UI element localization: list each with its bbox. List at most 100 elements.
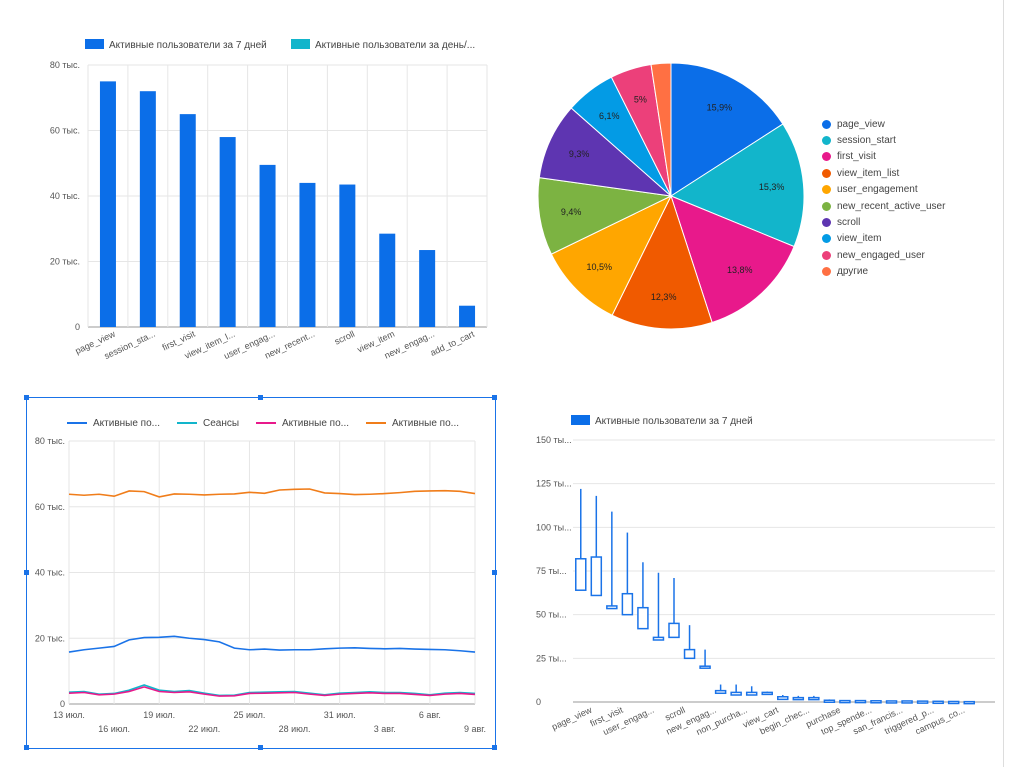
bar: [379, 233, 396, 327]
candlestick-chart-panel[interactable]: Активные пользователи за 7 дней 0 25 ты...…: [505, 400, 1005, 760]
x-tick-label: page_view: [550, 705, 594, 732]
candle-body: [683, 648, 696, 660]
x-tick-label: 6 авг.: [419, 710, 441, 720]
pie-slice: [538, 107, 673, 197]
y-tick-label: 0: [60, 699, 65, 709]
series-line: [68, 488, 476, 498]
line-chart-panel[interactable]: Активные по... Сеансы Активные по... Активн…: [24, 395, 497, 750]
pie-legend-label: new_engaged_user: [837, 249, 925, 261]
resize-handle-left[interactable]: [24, 570, 29, 575]
pie-legend: page_view session_start first_visit view_it…: [822, 116, 945, 280]
bar-chart-panel[interactable]: Активные пользователи за 7 дней Активные …: [0, 0, 500, 380]
candle-body: [777, 696, 789, 701]
bar: [179, 114, 196, 327]
x-tick-label: 19 июл.: [143, 710, 175, 720]
x-tick-label: 3 авг.: [374, 724, 396, 734]
legend-dot: [822, 168, 831, 178]
candle-body: [792, 696, 805, 701]
resize-handle-top-right[interactable]: [492, 395, 497, 400]
bar: [259, 164, 276, 327]
pie-legend-item: page_view: [822, 116, 945, 132]
legend-label: Активные по...: [392, 418, 459, 429]
slice-label: 15,3%: [759, 182, 785, 192]
series-line: [68, 686, 476, 697]
candle-body: [575, 558, 587, 591]
bar: [219, 137, 236, 327]
slice-label: 12,3%: [651, 292, 677, 302]
slice-label: 6,1%: [599, 111, 620, 121]
y-tick-label: 125 ты...: [536, 479, 572, 489]
candle-body: [606, 605, 618, 610]
y-tick-label: 150 ты...: [536, 435, 572, 445]
pie-legend-label: first_visit: [837, 151, 876, 163]
y-tick-label: 80 тыс.: [35, 436, 65, 446]
candle-body: [590, 556, 603, 597]
y-tick-label: 100 ты...: [536, 522, 572, 532]
y-tick-label: 60 тыс.: [35, 502, 65, 512]
bar: [419, 250, 436, 327]
candle-body: [808, 696, 820, 701]
candle-body: [699, 665, 711, 669]
pie-legend-label: page_view: [837, 118, 885, 130]
pie-chart-panel[interactable]: 15,9% 15,3% 13,8% 12,3% 10,5% 9,4% 9,3% 6,1% 5% …: [510, 40, 1010, 370]
candle-body: [621, 592, 634, 616]
y-tick-label: 60 тыс.: [50, 126, 80, 136]
legend-dot: [822, 119, 831, 129]
pie-legend-label: другие: [837, 266, 869, 278]
resize-handle-bottom[interactable]: [258, 745, 263, 750]
y-tick-label: 80 тыс.: [50, 60, 80, 70]
y-tick-label: 25 ты...: [536, 653, 567, 663]
slice-label: 13,8%: [727, 265, 753, 275]
y-tick-label: 20 тыс.: [50, 257, 80, 267]
legend-dot: [822, 201, 831, 211]
resize-handle-top-left[interactable]: [24, 395, 29, 400]
y-tick-label: 75 ты...: [536, 566, 567, 576]
pie-legend-label: user_engagement: [837, 184, 918, 196]
pie-slice: [550, 194, 673, 316]
legend-dot: [822, 234, 831, 244]
series-line: [68, 684, 476, 697]
candle-body: [932, 700, 944, 705]
candle-body: [652, 636, 665, 641]
candle-body: [916, 700, 929, 704]
y-tick-label: 40 тыс.: [50, 191, 80, 201]
pie-legend-item: view_item: [822, 231, 945, 247]
bar: [459, 305, 476, 327]
x-tick-label: 22 июл.: [188, 724, 220, 734]
legend-dot: [822, 250, 831, 260]
pie-legend-item: new_recent_active_user: [822, 198, 945, 214]
resize-handle-right[interactable]: [492, 570, 497, 575]
x-tick-label: scroll: [333, 329, 356, 347]
legend-label: Активные по...: [93, 418, 160, 429]
candle-body: [963, 700, 975, 705]
bar: [99, 81, 116, 327]
slice-label: 5%: [634, 95, 647, 105]
bar: [299, 182, 316, 327]
candle-body: [823, 699, 836, 704]
legend-label: Активные пользователи за 7 дней: [595, 416, 753, 427]
pie-legend-item: first_visit: [822, 149, 945, 165]
y-tick-label: 20 тыс.: [35, 633, 65, 643]
pie-legend-item: другие: [822, 264, 945, 280]
pie-slice: [537, 177, 673, 255]
legend-dot: [822, 218, 831, 228]
legend-label: Активные пользователи за день/...: [315, 40, 475, 51]
legend-swatch: [571, 415, 590, 425]
pie-legend-label: scroll: [837, 217, 861, 229]
y-tick-label: 0: [536, 697, 541, 707]
pie-legend-item: view_item_list: [822, 165, 945, 181]
resize-handle-top[interactable]: [258, 395, 263, 400]
x-tick-label: 31 июл.: [324, 710, 356, 720]
pie-slice: [650, 62, 672, 197]
pie-legend-label: session_start: [837, 135, 896, 147]
pie-slice: [611, 194, 713, 330]
legend-label: Сеансы: [203, 418, 239, 429]
pie-legend-label: new_recent_active_user: [837, 200, 946, 212]
resize-handle-bottom-right[interactable]: [492, 745, 497, 750]
y-tick-label: 50 ты...: [536, 610, 567, 620]
legend-dot: [822, 267, 831, 277]
x-tick-label: 25 июл.: [234, 710, 266, 720]
x-tick-label: 28 июл.: [279, 724, 311, 734]
legend-label: Активные по...: [282, 418, 349, 429]
resize-handle-bottom-left[interactable]: [24, 745, 29, 750]
